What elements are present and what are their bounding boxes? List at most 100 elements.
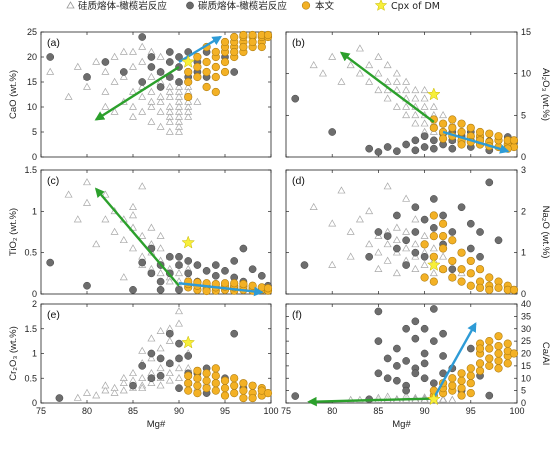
this-study-point — [509, 285, 519, 294]
carbonatite-reaction-point — [193, 261, 202, 269]
silicate-reaction-point — [110, 388, 119, 396]
silicate-reaction-point — [374, 69, 383, 77]
panel-letter: (c) — [47, 175, 59, 187]
carbonatite-reaction-point — [175, 354, 183, 363]
silicate-reaction-point — [101, 102, 110, 110]
silicate-reaction-point — [392, 86, 401, 94]
this-study-point — [239, 279, 248, 289]
silicate-reaction-point — [355, 44, 364, 52]
this-study-point — [220, 391, 230, 400]
silicate-reaction-point — [411, 240, 420, 248]
this-study-point — [494, 356, 503, 366]
carbonatite-reaction-point — [230, 257, 239, 265]
silicate-reaction-point — [156, 107, 165, 115]
y-tick-label: 35 — [521, 311, 531, 321]
silicate-reaction-point — [402, 244, 411, 252]
this-study-point — [429, 211, 438, 220]
silicate-reaction-point — [147, 223, 156, 231]
this-study-point — [475, 265, 485, 274]
carbonatite-reaction-point — [257, 271, 266, 280]
silicate-reaction-point — [411, 264, 420, 272]
silicate-reaction-point — [156, 122, 165, 130]
silicate-reaction-point — [448, 395, 457, 403]
legend-label-carbonatite: 碳质熔体-橄榄岩反应 — [198, 0, 287, 12]
this-study-point — [211, 364, 220, 373]
silicate-reaction-point — [138, 231, 147, 239]
this-study-point — [239, 393, 248, 403]
this-study-point — [438, 219, 448, 228]
carbonatite-reaction-point — [138, 33, 147, 41]
green-trend-arrow — [339, 51, 435, 123]
carbonatite-reaction-point — [239, 244, 248, 253]
carbonatite-reaction-point — [55, 394, 64, 402]
legend-triangle-marker — [66, 1, 75, 9]
green-trend-arrow — [94, 187, 180, 287]
carbonatite-reaction-point — [138, 258, 147, 267]
panel-letter: (d) — [292, 175, 305, 187]
this-study-point — [448, 374, 457, 383]
this-study-point — [494, 349, 503, 358]
this-study-point — [248, 30, 257, 40]
silicate-reaction-point — [374, 248, 383, 256]
this-study-point — [466, 389, 475, 398]
silicate-reaction-point — [174, 92, 184, 100]
y-tick-label: 0 — [32, 152, 37, 162]
carbonatite-reaction-point — [230, 329, 239, 338]
carbonatite-reaction-point — [156, 68, 165, 76]
silicate-reaction-point — [174, 112, 184, 120]
green-trend-arrow — [94, 65, 180, 121]
carbonatite-reaction-point — [402, 236, 410, 245]
this-study-point — [438, 265, 448, 274]
y-axis-label: CaO (wt.%) — [8, 70, 19, 119]
silicate-reaction-point — [156, 231, 165, 239]
silicate-reaction-point — [328, 260, 337, 268]
this-study-point — [248, 37, 257, 47]
this-study-point — [193, 62, 202, 72]
this-study-point — [184, 67, 193, 77]
x-tick-label: 75 — [281, 406, 291, 416]
silicate-reaction-point — [184, 107, 193, 115]
silicate-reaction-point — [420, 102, 429, 110]
silicate-reaction-point — [383, 392, 392, 400]
x-tick-label: 95 — [466, 406, 476, 416]
y-tick-label: 1.5 — [24, 324, 37, 334]
this-study-point — [184, 379, 193, 388]
silicate-reaction-point — [328, 52, 337, 60]
carbonatite-reaction-point — [175, 384, 183, 392]
silicate-reaction-point — [156, 326, 165, 334]
this-study-point — [509, 136, 519, 145]
x-tick-label: 95 — [220, 406, 230, 416]
x-tick-label: 100 — [509, 406, 524, 416]
legend: 硅质熔体-橄榄岩反应 碳质熔体-橄榄岩反应 本文 Cpx of DM — [66, 0, 440, 12]
silicate-reaction-point — [365, 61, 374, 69]
this-study-point — [211, 47, 220, 57]
silicate-reaction-point — [365, 240, 374, 248]
x-tick-label: 85 — [128, 406, 138, 416]
blue-trend-arrow — [178, 282, 264, 297]
this-study-point — [494, 364, 503, 373]
silicate-reaction-point — [439, 252, 448, 260]
this-study-point — [438, 134, 448, 143]
y-axis-label: TiO₂ (wt.%) — [8, 208, 19, 256]
carbonatite-reaction-point — [365, 252, 374, 261]
carbonatite-reaction-point — [383, 232, 392, 240]
silicate-reaction-point — [402, 86, 411, 94]
y-tick-label: 0 — [32, 398, 37, 408]
silicate-reaction-point — [64, 190, 73, 198]
legend-label-silicate: 硅质熔体-橄榄岩反应 — [78, 0, 167, 12]
silicate-reaction-point — [174, 102, 184, 110]
silicate-reaction-point — [110, 107, 119, 115]
panel-b: 0 5 10 15 Al₂O₃ (wt.%) (b) — [285, 27, 551, 162]
this-study-point — [230, 47, 239, 57]
green-trend-arrow — [307, 396, 434, 407]
x-tick-label: 85 — [373, 406, 383, 416]
carbonatite-reaction-point — [429, 144, 438, 153]
silicate-reaction-point — [374, 264, 383, 272]
carbonatite-reaction-point — [374, 228, 383, 236]
panel-letter: (b) — [292, 37, 305, 49]
panel-letter: (f) — [292, 309, 302, 321]
silicate-reaction-point — [138, 42, 147, 50]
this-study-point — [211, 62, 220, 72]
this-study-point — [466, 281, 475, 290]
